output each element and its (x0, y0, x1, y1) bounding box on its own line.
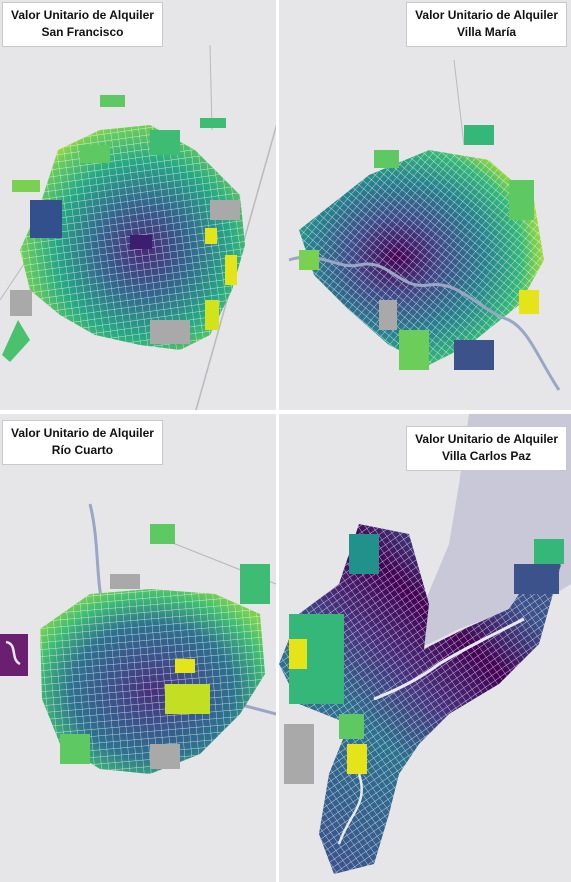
district-block (514, 564, 559, 594)
map-title-villa-carlos-paz: Valor Unitario de Alquiler Villa Carlos … (406, 426, 567, 471)
street-grid-overlay (279, 524, 564, 874)
district-block (210, 200, 240, 220)
district-block (464, 125, 494, 145)
street-grid-overlay (299, 150, 544, 365)
district-block (10, 290, 32, 316)
district-block (519, 290, 539, 314)
district-block (200, 118, 226, 128)
district-block (80, 145, 110, 163)
street-grid-overlay (40, 589, 265, 774)
district-block (60, 734, 90, 764)
river-line (288, 255, 561, 391)
district-block (240, 564, 270, 604)
district-block (509, 180, 534, 220)
choropleth-map-rio-cuarto (0, 503, 276, 774)
river-line (5, 640, 21, 666)
map-title-villa-maria: Valor Unitario de Alquiler Villa María (406, 2, 567, 47)
map-panel-villa-maria: Valor Unitario de Alquiler Villa María (279, 0, 571, 410)
district-block (284, 724, 314, 784)
map-panel-villa-carlos-paz: Valor Unitario de Alquiler Villa Carlos … (279, 414, 571, 882)
map-title-line: Valor Unitario de Alquiler (415, 8, 558, 22)
district-block (299, 250, 319, 270)
district-block (454, 340, 494, 370)
district-block (289, 639, 307, 669)
map-city-name: Villa María (456, 25, 517, 39)
district-block (100, 95, 125, 107)
district-block (150, 744, 180, 769)
district-block (347, 744, 367, 774)
map-city-name: San Francisco (41, 25, 124, 39)
district-block (339, 714, 364, 739)
road-line (209, 44, 213, 131)
district-block (130, 235, 152, 249)
map-panel-san-francisco: Valor Unitario de Alquiler San Francisco (0, 0, 276, 410)
district-block (349, 534, 379, 574)
district-block (110, 574, 140, 589)
map-title-line: Valor Unitario de Alquiler (11, 8, 154, 22)
district-block (379, 300, 397, 330)
map-title-rio-cuarto: Valor Unitario de Alquiler Río Cuarto (2, 420, 163, 465)
choropleth-map-villa-maria (288, 59, 561, 391)
district-block (399, 330, 429, 370)
district-block (2, 320, 30, 362)
district-block (534, 539, 564, 564)
district-block (30, 200, 62, 238)
district-block (12, 180, 40, 192)
district-block (150, 320, 190, 344)
district-block (225, 255, 237, 285)
map-title-line: Valor Unitario de Alquiler (415, 432, 558, 446)
road-line (453, 59, 465, 146)
map-city-name: Río Cuarto (51, 443, 114, 457)
river-line (337, 773, 363, 845)
river-line (373, 617, 525, 701)
map-title-san-francisco: Valor Unitario de Alquiler San Francisco (2, 2, 163, 47)
district-block (205, 300, 219, 330)
district-block (205, 228, 217, 244)
district-block (374, 150, 399, 168)
choropleth-map-san-francisco (0, 44, 276, 410)
choropleth-map-villa-carlos-paz (279, 414, 571, 874)
district-block (150, 130, 180, 155)
district-block (150, 524, 175, 544)
map-city-name: Villa Carlos Paz (441, 449, 532, 463)
district-block (165, 684, 210, 714)
map-title-line: Valor Unitario de Alquiler (11, 426, 154, 440)
district-block (175, 659, 195, 673)
map-panel-rio-cuarto: Valor Unitario de Alquiler Río Cuarto (0, 414, 276, 882)
